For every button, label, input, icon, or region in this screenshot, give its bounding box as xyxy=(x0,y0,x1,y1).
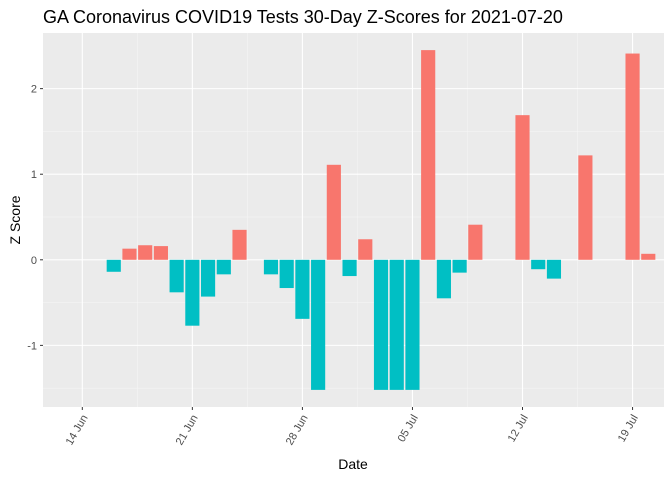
y-tick-label: -1 xyxy=(27,340,37,352)
y-tick-label: 1 xyxy=(31,169,37,181)
bar-2021-07-19 xyxy=(625,53,640,260)
bar-2021-06-24 xyxy=(232,229,247,260)
x-tick-label: 12 Jul xyxy=(506,413,531,444)
x-tick-label: 28 Jun xyxy=(284,413,311,448)
x-axis-title: Date xyxy=(338,456,368,472)
bar-layer xyxy=(106,50,656,390)
bar-2021-07-14 xyxy=(546,259,562,279)
bar-2021-07-05 xyxy=(405,259,420,390)
x-tick-label: 14 Jun xyxy=(64,413,91,448)
bar-2021-06-29 xyxy=(311,259,326,390)
bar-2021-07-09 xyxy=(468,224,483,260)
bar-2021-07-08 xyxy=(452,259,467,273)
bar-2021-07-03 xyxy=(373,259,389,390)
bar-2021-06-22 xyxy=(201,259,216,297)
y-tick-label: 2 xyxy=(31,84,37,96)
bar-2021-07-01 xyxy=(342,259,357,277)
y-axis-title: Z Score xyxy=(7,195,23,244)
bar-2021-07-07 xyxy=(436,259,451,299)
x-tick-label: 19 Jul xyxy=(616,413,641,444)
bar-2021-07-02 xyxy=(358,239,373,260)
bar-2021-07-04 xyxy=(389,259,404,390)
bar-2021-07-16 xyxy=(578,155,593,260)
bar-2021-06-23 xyxy=(216,259,231,275)
bar-2021-06-16 xyxy=(106,259,121,272)
bar-2021-06-19 xyxy=(153,246,168,260)
bar-2021-07-06 xyxy=(421,50,436,260)
x-tick-label: 21 Jun xyxy=(174,413,201,448)
x-tick-label: 05 Jul xyxy=(396,413,421,444)
bar-2021-06-30 xyxy=(326,164,341,260)
bar-2021-06-28 xyxy=(295,259,310,319)
bar-2021-06-20 xyxy=(169,259,184,293)
bar-2021-07-13 xyxy=(531,259,546,270)
bar-2021-07-20 xyxy=(641,253,656,260)
bar-2021-06-27 xyxy=(279,259,294,289)
bar-2021-06-18 xyxy=(138,245,153,260)
bar-2021-06-21 xyxy=(185,259,200,326)
bar-2021-06-26 xyxy=(263,259,279,275)
bar-2021-07-12 xyxy=(515,115,530,260)
plot-panel-background xyxy=(43,33,664,407)
chart-title: GA Coronavirus COVID19 Tests 30-Day Z-Sc… xyxy=(43,7,563,27)
y-tick-label: 0 xyxy=(31,255,37,267)
bar-2021-06-17 xyxy=(122,248,137,260)
